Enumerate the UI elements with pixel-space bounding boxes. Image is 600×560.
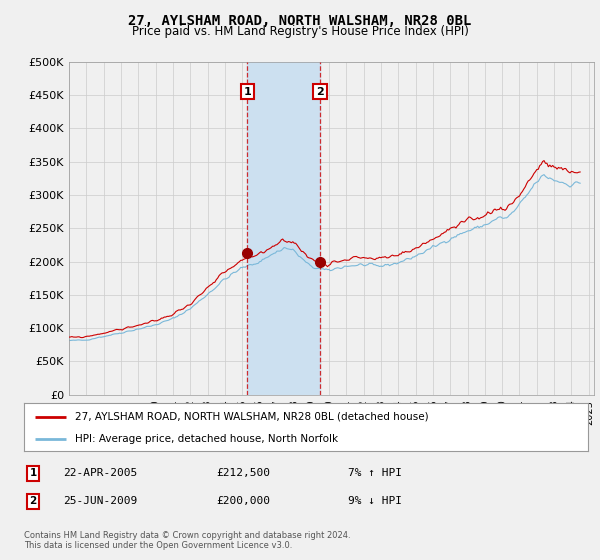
Text: Contains HM Land Registry data © Crown copyright and database right 2024.
This d: Contains HM Land Registry data © Crown c… <box>24 531 350 550</box>
Text: HPI: Average price, detached house, North Norfolk: HPI: Average price, detached house, Nort… <box>75 434 338 444</box>
Text: 9% ↓ HPI: 9% ↓ HPI <box>348 496 402 506</box>
Text: 25-JUN-2009: 25-JUN-2009 <box>63 496 137 506</box>
Text: 22-APR-2005: 22-APR-2005 <box>63 468 137 478</box>
Text: 7% ↑ HPI: 7% ↑ HPI <box>348 468 402 478</box>
Text: 2: 2 <box>316 87 324 96</box>
Text: £212,500: £212,500 <box>216 468 270 478</box>
Text: 27, AYLSHAM ROAD, NORTH WALSHAM, NR28 0BL: 27, AYLSHAM ROAD, NORTH WALSHAM, NR28 0B… <box>128 14 472 28</box>
Text: 1: 1 <box>244 87 251 96</box>
Text: 2: 2 <box>29 496 37 506</box>
Text: Price paid vs. HM Land Registry's House Price Index (HPI): Price paid vs. HM Land Registry's House … <box>131 25 469 38</box>
Text: £200,000: £200,000 <box>216 496 270 506</box>
Text: 27, AYLSHAM ROAD, NORTH WALSHAM, NR28 0BL (detached house): 27, AYLSHAM ROAD, NORTH WALSHAM, NR28 0B… <box>75 412 428 422</box>
Text: 1: 1 <box>29 468 37 478</box>
Bar <box>247 62 320 395</box>
